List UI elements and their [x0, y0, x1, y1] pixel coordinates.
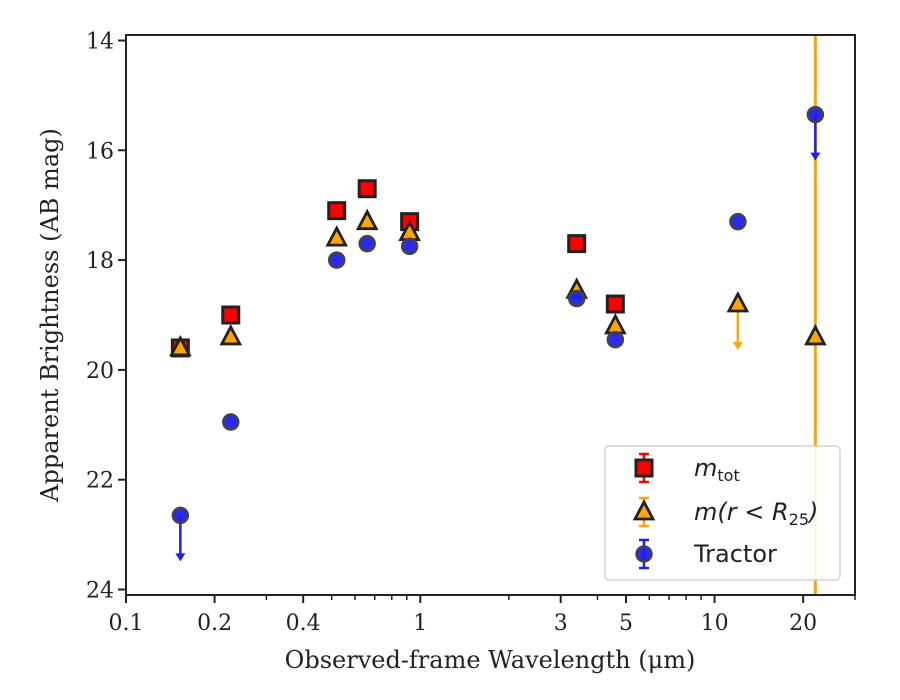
legend-label: m(r < R25): [694, 498, 818, 529]
marker-circle-3: [358, 234, 376, 253]
y-tick-label: 14: [86, 29, 114, 54]
legend-entry-0: mtot: [634, 452, 740, 485]
marker-triangle-2: [325, 225, 349, 247]
marker-triangle-7: [726, 291, 750, 313]
marker-circle-8: [806, 105, 825, 124]
x-tick-label: 1: [413, 611, 427, 636]
x-axis: 0.1 0.2 0.4 1 3 5 10 20: [109, 595, 856, 636]
y-axis: 14 16 18 20 22 24: [86, 29, 126, 604]
plot-frame: [125, 34, 856, 596]
legend-marker: [635, 545, 653, 563]
marker-triangle-6: [604, 312, 627, 335]
plot-marks: [169, 35, 827, 595]
marker-circle-2: [327, 251, 346, 269]
marker-circle-7: [729, 212, 747, 231]
marker-circle-5: [567, 289, 586, 308]
legend-box: [604, 445, 841, 581]
marker-square-5: [567, 234, 587, 254]
y-tick-label: 20: [86, 359, 114, 384]
marker-square-2: [327, 201, 347, 221]
x-axis-label: Observed-frame Wavelength (μm): [285, 646, 696, 674]
legend-label: mtot: [694, 454, 740, 485]
y-tick-label: 24: [86, 579, 114, 604]
marker-circle-6: [606, 330, 625, 349]
marker-triangle-8: [804, 323, 827, 346]
x-tick-label: 10: [701, 611, 729, 636]
legend-label: Tractor: [693, 540, 777, 568]
marker-circle-1: [222, 413, 240, 431]
x-tick-label: 20: [789, 611, 817, 636]
y-axis-label: Apparent Brightness (AB mag): [36, 128, 64, 503]
marker-triangle-3: [355, 208, 379, 231]
y-tick-label: 18: [86, 249, 114, 274]
y-tick-label: 16: [86, 139, 114, 164]
x-tick-label: 3: [554, 611, 568, 636]
legend: mtot m(r < R25) Tractor: [604, 445, 841, 581]
legend-marker: [632, 499, 656, 521]
legend-entry-1: m(r < R25): [632, 496, 818, 529]
legend-marker: [634, 458, 654, 478]
x-tick-label: 0.4: [286, 611, 321, 636]
marker-triangle-1: [219, 323, 243, 346]
x-tick-label: 0.2: [197, 611, 232, 636]
marker-circle-4: [400, 237, 419, 256]
marker-square-3: [357, 179, 377, 199]
y-tick-label: 22: [86, 469, 114, 494]
marker-circle-0: [171, 506, 190, 525]
marker-square-6: [605, 294, 625, 314]
marker-triangle-0: [169, 334, 192, 357]
x-tick-label: 5: [619, 611, 633, 636]
legend-entry-2: Tractor: [635, 538, 777, 570]
marker-square-1: [221, 305, 241, 325]
x-tick-label: 0.1: [109, 611, 144, 636]
